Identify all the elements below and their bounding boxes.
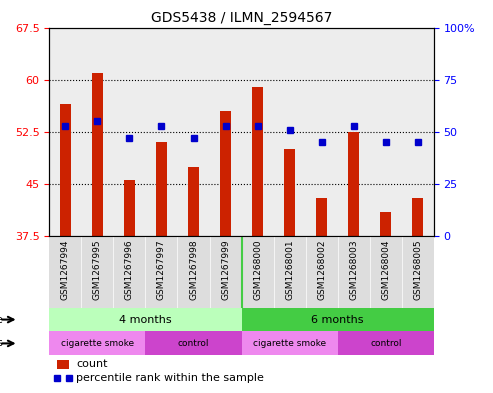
Bar — [124, 180, 135, 236]
Bar — [81, 28, 113, 236]
Bar — [156, 142, 167, 236]
Text: cigarette smoke: cigarette smoke — [253, 339, 326, 348]
Bar — [348, 132, 359, 236]
FancyBboxPatch shape — [242, 308, 434, 331]
Bar — [210, 28, 242, 236]
Bar — [316, 198, 327, 236]
Text: 6 months: 6 months — [312, 314, 364, 325]
Text: GSM1268001: GSM1268001 — [285, 240, 294, 300]
Bar — [220, 111, 231, 236]
Title: GDS5438 / ILMN_2594567: GDS5438 / ILMN_2594567 — [151, 11, 332, 25]
Bar — [177, 236, 210, 308]
Text: control: control — [178, 339, 209, 348]
Bar — [57, 360, 69, 369]
Text: GSM1267997: GSM1267997 — [157, 240, 166, 300]
Bar — [242, 236, 274, 308]
Bar — [242, 28, 274, 236]
Bar — [49, 28, 81, 236]
Text: GSM1267998: GSM1267998 — [189, 240, 198, 300]
Bar — [113, 236, 145, 308]
Bar — [402, 28, 434, 236]
Text: GSM1267994: GSM1267994 — [61, 240, 70, 300]
Text: control: control — [370, 339, 401, 348]
Bar — [92, 73, 103, 236]
Text: 4 months: 4 months — [119, 314, 172, 325]
Text: GSM1268005: GSM1268005 — [413, 240, 423, 300]
Bar — [274, 28, 306, 236]
FancyBboxPatch shape — [242, 331, 338, 355]
Bar — [338, 28, 370, 236]
Bar — [49, 236, 81, 308]
Bar — [412, 198, 423, 236]
FancyBboxPatch shape — [145, 331, 242, 355]
Text: GSM1268000: GSM1268000 — [253, 240, 262, 300]
Bar — [380, 212, 391, 236]
Bar — [210, 236, 242, 308]
Bar — [284, 149, 295, 236]
FancyBboxPatch shape — [338, 331, 434, 355]
Text: GSM1268004: GSM1268004 — [381, 240, 390, 300]
Bar — [402, 236, 434, 308]
Text: percentile rank within the sample: percentile rank within the sample — [76, 373, 264, 383]
Bar — [370, 236, 402, 308]
Bar — [370, 28, 402, 236]
Text: GSM1267999: GSM1267999 — [221, 240, 230, 300]
Bar — [306, 236, 338, 308]
Bar — [60, 104, 71, 236]
FancyBboxPatch shape — [49, 308, 242, 331]
FancyBboxPatch shape — [49, 331, 145, 355]
Bar — [145, 28, 177, 236]
Bar — [274, 236, 306, 308]
Text: count: count — [76, 359, 107, 369]
Bar — [252, 86, 263, 236]
Bar — [188, 167, 199, 236]
Text: GSM1267996: GSM1267996 — [125, 240, 134, 300]
Bar — [113, 28, 145, 236]
Bar — [306, 28, 338, 236]
Bar — [145, 236, 177, 308]
Text: GSM1268002: GSM1268002 — [317, 240, 326, 300]
Bar — [338, 236, 370, 308]
Bar — [81, 236, 113, 308]
Bar — [177, 28, 210, 236]
Text: age: age — [0, 314, 3, 325]
Text: cigarette smoke: cigarette smoke — [61, 339, 134, 348]
Text: GSM1267995: GSM1267995 — [93, 240, 102, 300]
Text: GSM1268003: GSM1268003 — [349, 240, 358, 300]
Text: stress: stress — [0, 338, 3, 349]
